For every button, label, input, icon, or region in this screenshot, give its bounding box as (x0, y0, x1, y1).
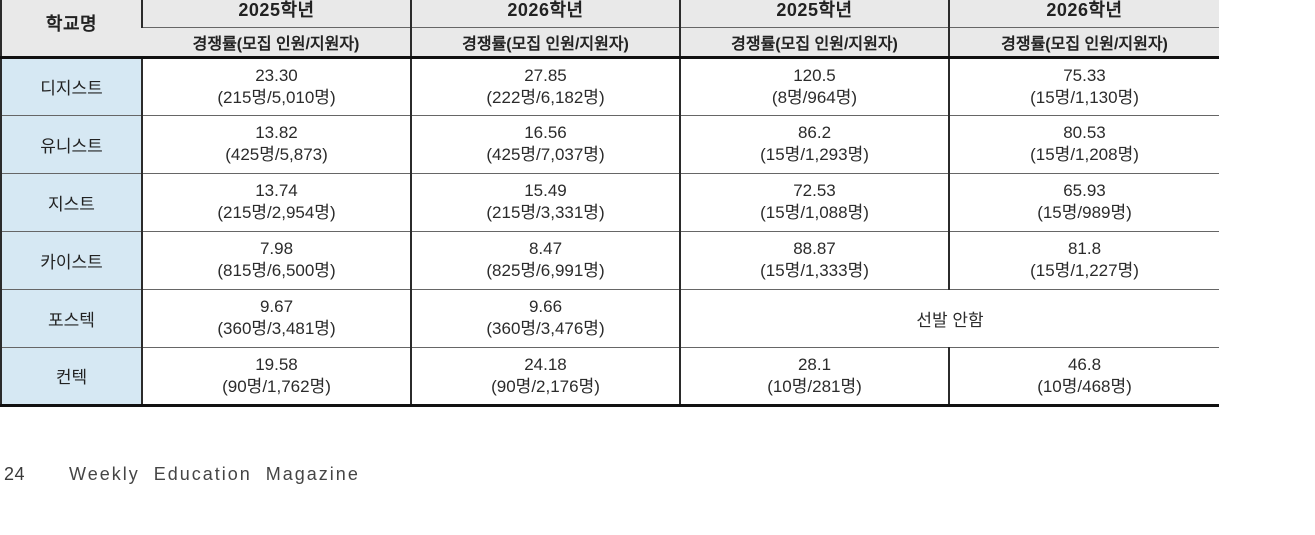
rate-value: 80.53 (1063, 123, 1106, 142)
competition-rate-table: 학교명 2025학년 2026학년 2025학년 2026학년 경쟁률(모집 인… (0, 0, 1219, 407)
rate-cell: 7.98 (815명/6,500명) (141, 230, 411, 290)
rate-value: 27.85 (524, 65, 567, 85)
rate-detail: (425명/7,037명) (486, 145, 605, 164)
header-year-row: 학교명 2025학년 2026학년 2025학년 2026학년 (1, 0, 1219, 59)
rate-cell: 23.30 (215명/5,010명) (141, 56, 411, 116)
rate-detail: (215명/2,954명) (217, 203, 336, 222)
rate-value: 23.30 (255, 65, 298, 85)
rate-detail: (15명/1,088명) (760, 203, 869, 222)
school-name: 지스트 (1, 172, 142, 232)
page-footer: 24 Weekly Education Magazine (0, 464, 1315, 485)
rate-value: 24.18 (524, 354, 567, 374)
year-header-2025-a: 2025학년 (141, 0, 411, 28)
rate-cell: 86.2 (15명/1,293명) (679, 114, 949, 174)
rate-cell: 80.53 (15명/1,208명) (948, 114, 1219, 174)
table-row-gist: 지스트 13.74 (215명/2,954명) 15.49 (215명/3,33… (1, 172, 1219, 232)
rate-value: 72.53 (793, 181, 836, 200)
school-column-header: 학교명 (1, 0, 142, 59)
rate-value: 28.1 (797, 354, 832, 374)
page-number: 24 (4, 464, 26, 484)
rate-detail: (15명/1,293명) (760, 145, 869, 164)
rate-value: 8.47 (528, 239, 563, 258)
rate-cell: 16.56 (425명/7,037명) (410, 114, 680, 174)
rate-detail: (15명/1,130명) (1030, 87, 1139, 107)
rate-value: 16.56 (524, 123, 567, 142)
rate-cell: 28.1 (10명/281명) (679, 346, 949, 407)
rate-detail: (10명/468명) (1037, 376, 1132, 396)
rate-cell: 46.8 (10명/468명) (948, 346, 1219, 407)
rate-cell: 9.67 (360명/3,481명) (141, 288, 411, 348)
rate-value: 9.67 (259, 297, 294, 316)
rate-detail: (15명/1,227명) (1030, 261, 1139, 280)
school-name: 유니스트 (1, 114, 142, 174)
rate-detail: (815명/6,500명) (217, 261, 336, 280)
school-name: 디지스트 (1, 56, 142, 116)
table-row-postech: 포스텍 9.67 (360명/3,481명) 9.66 (360명/3,476명… (1, 288, 1219, 348)
header-sub-row: 경쟁률(모집 인원/지원자) 경쟁률(모집 인원/지원자) 경쟁률(모집 인원/… (1, 26, 1219, 59)
table-crop-region: 학교명 2025학년 2026학년 2025학년 2026학년 경쟁률(모집 인… (0, 0, 1219, 407)
table-header: 학교명 2025학년 2026학년 2025학년 2026학년 경쟁률(모집 인… (1, 0, 1219, 59)
school-name: 카이스트 (1, 230, 142, 290)
rate-value: 13.82 (255, 123, 298, 142)
rate-cell: 27.85 (222명/6,182명) (410, 56, 680, 116)
rate-value: 19.58 (255, 354, 298, 374)
school-name: 컨텍 (1, 346, 142, 407)
rate-detail: (10명/281명) (767, 376, 862, 396)
rate-detail: (215명/3,331명) (486, 203, 605, 222)
rate-cell: 65.93 (15명/989명) (948, 172, 1219, 232)
rate-detail: (215명/5,010명) (217, 87, 336, 107)
rate-detail: (360명/3,481명) (217, 319, 336, 338)
rate-value: 46.8 (1067, 354, 1102, 374)
sub-header-4: 경쟁률(모집 인원/지원자) (948, 26, 1219, 59)
rate-value: 81.8 (1067, 239, 1102, 258)
table-row-kentech: 컨텍 19.58 (90명/1,762명) 24.18 (90명/2,176명)… (1, 346, 1219, 407)
rate-cell: 13.82 (425명/5,873) (141, 114, 411, 174)
school-name: 포스텍 (1, 288, 142, 348)
rate-value: 86.2 (797, 123, 832, 142)
rate-cell: 13.74 (215명/2,954명) (141, 172, 411, 232)
rate-detail: (8명/964명) (771, 87, 858, 107)
rate-detail: (15명/1,333명) (760, 261, 869, 280)
rate-value: 7.98 (259, 239, 294, 258)
rate-detail: (15명/989명) (1037, 203, 1132, 222)
rate-value: 65.93 (1063, 181, 1106, 200)
rate-cell: 19.58 (90명/1,762명) (141, 346, 411, 407)
rate-cell: 9.66 (360명/3,476명) (410, 288, 680, 348)
rate-detail: (90명/2,176명) (491, 376, 600, 396)
sub-header-1: 경쟁률(모집 인원/지원자) (142, 26, 411, 59)
rate-detail: (90명/1,762명) (222, 376, 331, 396)
magazine-title: Weekly Education Magazine (69, 464, 360, 484)
rate-detail: (425명/5,873) (225, 145, 328, 164)
rate-value: 75.33 (1063, 65, 1106, 85)
rate-cell: 15.49 (215명/3,331명) (410, 172, 680, 232)
rate-value: 9.66 (528, 297, 563, 316)
rate-cell: 8.47 (825명/6,991명) (410, 230, 680, 290)
rate-detail: (222명/6,182명) (486, 87, 605, 107)
rate-value: 13.74 (255, 181, 298, 200)
year-header-2026-a: 2026학년 (410, 0, 680, 28)
rate-cell: 72.53 (15명/1,088명) (679, 172, 949, 232)
rate-cell: 75.33 (15명/1,130명) (948, 56, 1219, 116)
table-row-kaist: 카이스트 7.98 (815명/6,500명) 8.47 (825명/6,991… (1, 230, 1219, 290)
year-header-2026-b: 2026학년 (948, 0, 1219, 28)
rate-value: 120.5 (793, 65, 836, 85)
sub-header-2: 경쟁률(모집 인원/지원자) (410, 26, 680, 59)
rate-detail: (360명/3,476명) (486, 319, 605, 338)
year-header-2025-b: 2025학년 (679, 0, 949, 28)
no-selection-cell: 선발 안함 (679, 288, 1219, 348)
rate-detail: (15명/1,208명) (1030, 145, 1139, 164)
rate-cell: 24.18 (90명/2,176명) (410, 346, 680, 407)
rate-cell: 120.5 (8명/964명) (679, 56, 949, 116)
sub-header-3: 경쟁률(모집 인원/지원자) (679, 26, 949, 59)
table-row-dgist: 디지스트 23.30 (215명/5,010명) 27.85 (222명/6,1… (1, 56, 1219, 116)
rate-detail: (825명/6,991명) (486, 261, 605, 280)
rate-cell: 88.87 (15명/1,333명) (679, 230, 949, 290)
rate-cell: 81.8 (15명/1,227명) (948, 230, 1219, 290)
rate-value: 15.49 (524, 181, 567, 200)
rate-value: 88.87 (793, 239, 836, 258)
table-row-unist: 유니스트 13.82 (425명/5,873) 16.56 (425명/7,03… (1, 114, 1219, 174)
